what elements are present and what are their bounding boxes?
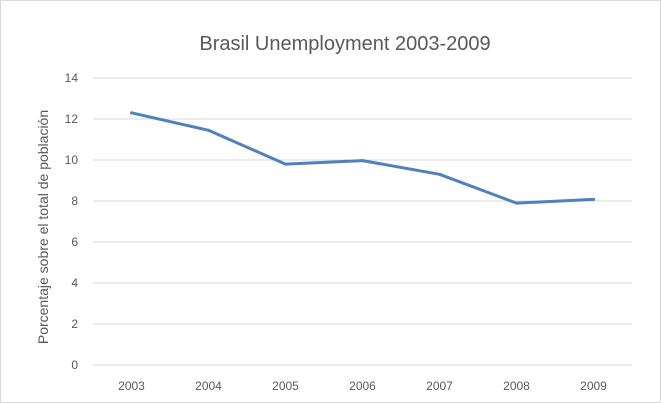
x-tick-label: 2005 — [272, 379, 299, 393]
x-tick-label: 2007 — [426, 379, 453, 393]
data-point-2009 — [592, 197, 595, 201]
x-tick-labels: 2003 2004 2005 2006 2007 2008 2009 — [118, 379, 607, 393]
y-tick-label: 0 — [71, 358, 78, 372]
y-tick-label: 2 — [71, 317, 78, 331]
data-point-2006 — [361, 159, 364, 163]
y-tick-label: 12 — [65, 112, 79, 126]
x-tick-label: 2004 — [195, 379, 222, 393]
y-tick-label: 4 — [71, 276, 78, 290]
data-point-2007 — [438, 172, 441, 176]
y-tick-labels: 0 2 4 6 8 10 12 14 — [65, 71, 79, 372]
y-axis-label: Porcentaje sobre el total de población — [35, 110, 51, 344]
y-tick-label: 10 — [65, 153, 79, 167]
chart-title: Brasil Unemployment 2003-2009 — [199, 33, 490, 55]
x-tick-label: 2008 — [503, 379, 530, 393]
x-tick-label: 2003 — [118, 379, 145, 393]
y-tick-label: 8 — [71, 194, 78, 208]
series-group — [130, 111, 595, 205]
x-tick-label: 2009 — [580, 379, 607, 393]
data-point-2005 — [284, 162, 287, 166]
x-tick-label: 2006 — [349, 379, 376, 393]
y-tick-label: 14 — [65, 71, 79, 85]
series-line — [130, 111, 595, 205]
data-point-2004 — [207, 128, 210, 132]
data-point-2008 — [515, 201, 518, 205]
y-tick-label: 6 — [71, 235, 78, 249]
data-point-2003 — [130, 111, 133, 115]
